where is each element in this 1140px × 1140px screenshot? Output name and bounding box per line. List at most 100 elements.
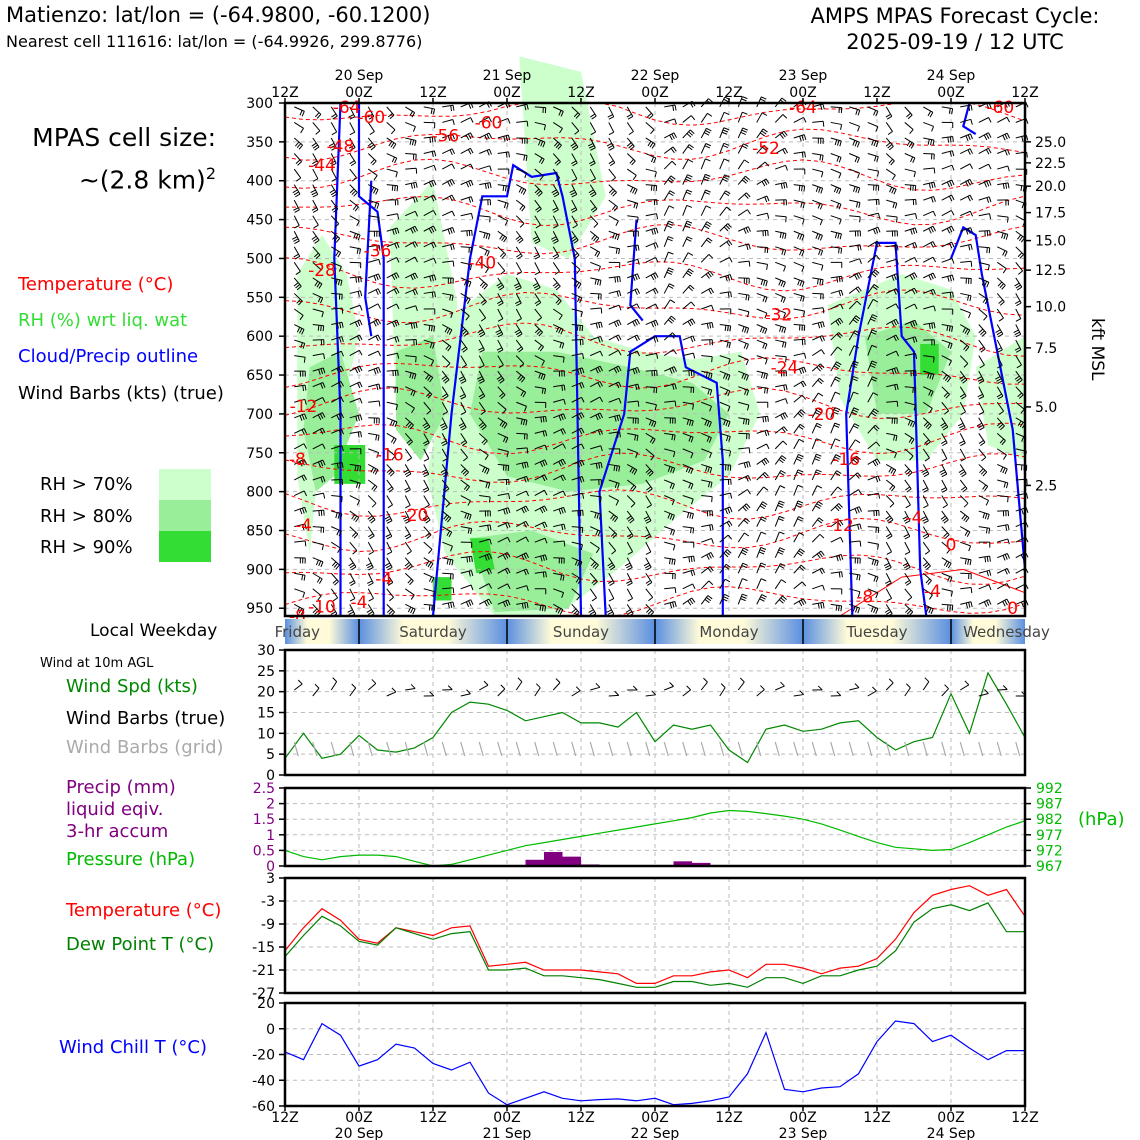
wind-barb-shaft (941, 209, 952, 217)
wind-barb (625, 604, 634, 617)
wind-barb-flag (479, 364, 485, 369)
wind-barb (902, 557, 911, 571)
wind-barb (423, 241, 437, 249)
wind-barb-flag (304, 399, 307, 405)
wind-barb-shaft (405, 355, 417, 358)
wind-barb-shaft (885, 495, 895, 504)
wind-barb-shaft (460, 510, 472, 516)
wind-barb-shaft (349, 495, 360, 501)
wind-barb-shaft (682, 236, 688, 248)
wind-barb-shaft (737, 209, 748, 217)
wind-barb-flag (504, 568, 509, 575)
wind-barb (442, 210, 455, 217)
wind-barb-flag (873, 155, 877, 162)
wind-barb-flag (626, 515, 632, 520)
wind-barb (367, 479, 378, 492)
wind-barb (497, 168, 510, 175)
wind-barb (682, 569, 696, 577)
wind-barb (534, 293, 542, 307)
wind-barb-flag (359, 305, 363, 311)
wind-barb (367, 526, 375, 540)
wind-barb-flag (688, 268, 694, 273)
wind-barb-flag (459, 378, 466, 382)
wind-barb-flag (303, 474, 307, 481)
wind-barb-flag (633, 469, 638, 475)
wind-barb-flag (803, 117, 807, 123)
wind-barb-flag (303, 490, 307, 497)
wind-barb-flag (295, 284, 301, 289)
wind-barb-flag (627, 567, 633, 571)
wind-barb (645, 464, 654, 477)
wind-barb-flag (967, 295, 970, 301)
wind-barb-shaft (460, 277, 472, 283)
wind-barb-flag (838, 173, 842, 179)
wind-barb-flag (378, 245, 381, 251)
wind-barb-flag (377, 350, 381, 357)
wind-barb-flag (385, 564, 392, 569)
wind-barb-shaft (312, 246, 321, 256)
wind-barb-shaft (645, 369, 657, 372)
wind-barb (553, 490, 566, 497)
wind-barb (923, 137, 935, 146)
wind-barb-flag (397, 353, 400, 359)
wind-barb-flag (360, 431, 362, 438)
wind-barb-flag (655, 242, 659, 248)
wind-barb (349, 526, 359, 539)
wind-barb (331, 495, 343, 503)
wind-barb-flag (820, 250, 824, 256)
wind-barb (756, 261, 769, 270)
wind-barb-shaft (701, 417, 712, 423)
wind-barb-flag (949, 275, 952, 282)
wind-barb-flag (293, 238, 299, 242)
wind-barb-flag (574, 254, 580, 260)
wind-barb-flag (672, 146, 677, 152)
wind-barb-shaft (608, 463, 620, 467)
wind-barb-flag (431, 605, 433, 611)
wind-barb-flag (590, 206, 596, 211)
wind-barb-shaft (885, 588, 893, 599)
wind-barb-flag (970, 244, 973, 250)
wind-barb-flag (425, 519, 431, 524)
wind-barb-flag (470, 163, 474, 170)
wind-barb-shaft (442, 587, 454, 590)
wind-barb-flag (330, 145, 336, 149)
wind-barb-shaft (479, 463, 490, 470)
wind-barb-flag (932, 140, 935, 146)
wind-barb (793, 261, 805, 272)
wind-barb-flag (929, 112, 934, 118)
wind-barb-shaft (627, 432, 639, 436)
wind-barb-flag (534, 240, 541, 244)
wind-barb-shaft (516, 601, 528, 605)
wind-barb-flag (745, 517, 750, 523)
wind-barb-shaft (793, 485, 799, 496)
wind-barb-flag (465, 181, 470, 188)
wind-barb-flag (499, 392, 504, 398)
wind-barb-flag (960, 471, 966, 476)
wind-barb-shaft (571, 443, 582, 450)
wind-barb (737, 489, 751, 496)
wind-barb-flag (505, 508, 509, 514)
rh-shade-region (470, 538, 495, 574)
wind-barb (441, 370, 450, 384)
wind-barb-flag (644, 533, 650, 538)
wind-barb-flag (294, 225, 300, 229)
wind-barb-shaft (404, 557, 413, 567)
wind-barb-shaft (442, 601, 454, 605)
wind-barb (312, 339, 325, 346)
wind-barb-shaft (386, 448, 396, 457)
wind-barb-flag (355, 482, 359, 488)
wind-barb-flag (314, 280, 319, 287)
wind-barb-flag (579, 297, 583, 304)
wind-barb-flag (368, 567, 374, 571)
wind-barb-flag (646, 486, 652, 491)
wind-barb-shaft (423, 179, 434, 186)
wind-barb-flag (819, 279, 822, 285)
wind-barb-flag (532, 282, 539, 287)
wind-barb-shaft (589, 246, 600, 253)
wind-barb-shaft (811, 349, 822, 357)
wind-barb-flag (742, 549, 748, 554)
wind-barb-flag (411, 407, 415, 414)
wind-barb-flag (952, 291, 954, 298)
wind-barb-flag (442, 458, 448, 462)
wind-barb-flag (653, 157, 657, 164)
